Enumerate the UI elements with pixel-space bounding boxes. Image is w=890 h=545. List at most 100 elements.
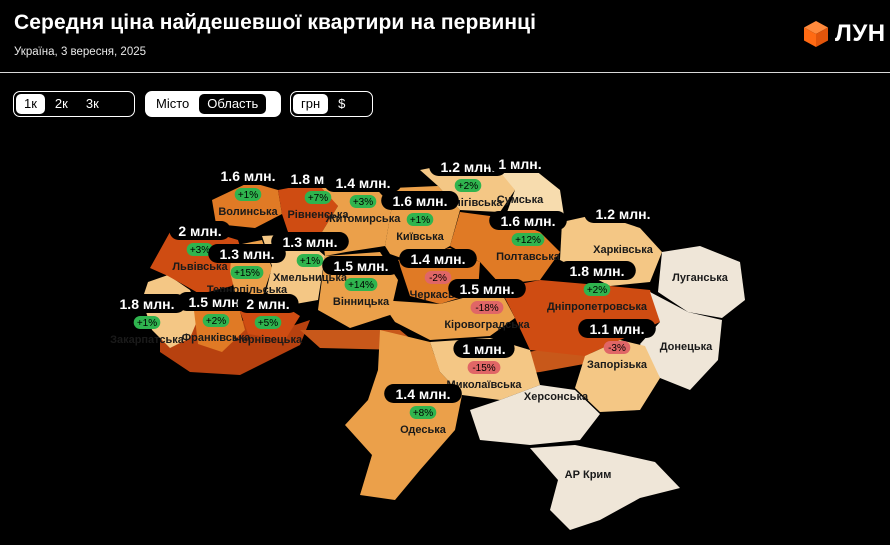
- currency-toggle: грн $: [290, 91, 373, 117]
- price-pill: [489, 211, 567, 230]
- region-label-group: Херсонська: [524, 391, 589, 403]
- change-badge: [511, 233, 545, 246]
- ukraine-map: 1.6 млн. +1% Волинська 1.8 млн. +7% Рівненськ…: [108, 154, 745, 530]
- region-name: Запорізька: [587, 359, 648, 371]
- change-badge: [424, 271, 452, 284]
- region-price: 1.4 млн.: [396, 386, 451, 402]
- region-price: 1.4 млн.: [336, 175, 391, 191]
- region-name: Херсонська: [524, 391, 589, 403]
- region-label-group: 1.6 млн. +1% Волинська: [209, 166, 287, 218]
- price-pill: [324, 173, 402, 192]
- change-badge: [349, 195, 377, 208]
- region-shape-donetska[interactable]: [640, 292, 722, 390]
- region-name: АР Крим: [565, 469, 612, 481]
- region-price: 1.4 млн.: [411, 251, 466, 267]
- region-label-group: 1.5 млн. -18% Кіровоградська: [444, 279, 531, 331]
- price-pill: [448, 279, 526, 298]
- region-change: +2%: [587, 285, 607, 296]
- change-badge: [603, 341, 631, 354]
- change-badge: [254, 316, 282, 329]
- region-change: +1%: [300, 256, 320, 267]
- header-divider: [0, 72, 890, 73]
- region-price: 1.3 млн.: [283, 234, 338, 250]
- price-pill: [578, 319, 656, 338]
- logo-text: ЛУН: [835, 20, 886, 47]
- price-pill: [322, 256, 400, 275]
- region-name: Харківська: [593, 244, 654, 256]
- region-name: Дніпропетровська: [547, 301, 648, 313]
- rooms-option-1k[interactable]: 1к: [16, 94, 45, 114]
- region-label-group: 1.6 млн. +1% Київська: [381, 191, 459, 243]
- price-pill: [169, 221, 231, 240]
- region-price: 2 млн.: [246, 296, 289, 312]
- region-label-group: 1.3 млн.+15%Тернопільська: [207, 244, 288, 296]
- currency-option-uah[interactable]: грн: [293, 94, 329, 114]
- price-pill: [453, 339, 515, 358]
- change-badge: [467, 361, 501, 374]
- price-pill: [209, 166, 287, 185]
- price-pill: [108, 294, 186, 313]
- region-name: Хмельницька: [273, 272, 348, 284]
- region-name: Вінницька: [333, 296, 390, 308]
- price-pill: [558, 261, 636, 280]
- region-price: 1 млн.: [498, 156, 541, 172]
- region-change: -18%: [475, 303, 498, 314]
- region-name: Луганська: [672, 272, 729, 284]
- scope-option-city[interactable]: Місто: [156, 96, 190, 111]
- region-name: Рівненська: [287, 209, 349, 221]
- change-badge: [454, 179, 482, 192]
- region-shape-volynska[interactable]: [212, 182, 282, 228]
- region-price: 1.6 млн.: [393, 193, 448, 209]
- region-name: Київська: [396, 231, 444, 243]
- region-price: 1 млн.: [462, 341, 505, 357]
- change-badge: [230, 266, 264, 279]
- region-price: 1.1 млн.: [590, 321, 645, 337]
- scope-toggle: Місто Область: [145, 91, 281, 117]
- region-shape-zaporizka[interactable]: [575, 340, 660, 412]
- region-label-group: 1.5 млн. +14% Вінницька: [322, 256, 400, 308]
- region-shape-luhanska[interactable]: [658, 246, 745, 318]
- region-shape-crimea[interactable]: [530, 445, 680, 530]
- region-label-group: Луганська: [672, 272, 729, 284]
- region-change: +8%: [413, 408, 433, 419]
- region-name: Львівська: [172, 261, 228, 273]
- region-label-group: 1.3 млн. +1% Хмельницька: [271, 232, 349, 284]
- region-label-group: 2 млн. +3% Львівська: [169, 221, 231, 273]
- change-badge: [186, 243, 214, 256]
- region-change: -3%: [608, 343, 626, 354]
- price-pill: [384, 384, 462, 403]
- region-labels: 1.6 млн. +1% Волинська 1.8 млн. +7% Рівненськ…: [108, 154, 729, 481]
- region-change: +3%: [353, 197, 373, 208]
- region-shape-odeska[interactable]: [345, 330, 462, 500]
- region-label-group: 1 млн. Сумська: [489, 154, 551, 206]
- change-badge: [133, 316, 161, 329]
- scope-option-region[interactable]: Область: [199, 94, 267, 114]
- region-name: Сумська: [497, 194, 544, 206]
- currency-option-usd[interactable]: $: [338, 96, 346, 111]
- region-name: Донецька: [660, 341, 713, 353]
- region-name: Волинська: [218, 206, 278, 218]
- region-change: +14%: [348, 280, 374, 291]
- change-badge: [234, 188, 262, 201]
- region-label-group: 2 млн. +5% Чернівецька: [234, 294, 303, 346]
- region-price: 1.3 млн.: [220, 246, 275, 262]
- change-badge: [583, 283, 611, 296]
- region-change: +5%: [258, 318, 278, 329]
- cube-logo-icon: [804, 21, 828, 47]
- rooms-option-3k[interactable]: 3к: [85, 96, 99, 111]
- region-label-group: АР Крим: [565, 469, 612, 481]
- page-title: Середня ціна найдешевшої квартири на пер…: [14, 11, 537, 34]
- region-label-group: 1 млн. -15% Миколаївська: [447, 339, 522, 391]
- page-subtitle: Україна, 3 вересня, 2025: [14, 46, 147, 58]
- region-label-group: 1.6 млн. +12% Полтавська: [489, 211, 567, 263]
- rooms-option-2k[interactable]: 2к: [54, 96, 68, 111]
- region-name: Житомирська: [325, 213, 402, 225]
- change-badge: [470, 301, 504, 314]
- price-pill: [489, 154, 551, 173]
- lun-logo: ЛУН: [803, 20, 886, 48]
- region-shape-khersonska[interactable]: [470, 385, 600, 445]
- change-badge: [304, 191, 332, 204]
- region-label-group: 1.2 млн. Харківська: [584, 204, 662, 256]
- region-label-group: Донецька: [660, 341, 713, 353]
- region-label-group: 1.8 млн. +2% Дніпропетровська: [547, 261, 648, 313]
